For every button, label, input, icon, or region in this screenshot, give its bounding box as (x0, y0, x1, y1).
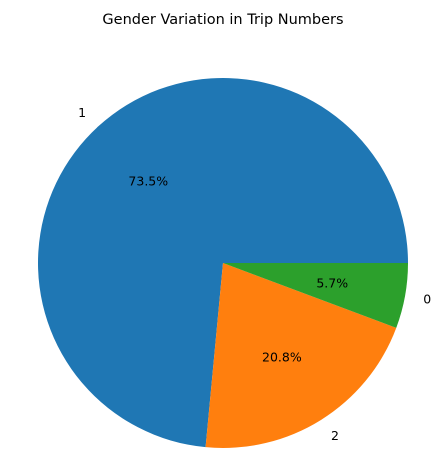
slice-pct-0: 5.7% (316, 275, 348, 290)
pie-slice-0 (223, 263, 408, 328)
slice-pct-2: 20.8% (262, 350, 302, 365)
pie-slice-1 (38, 77, 409, 448)
pie-slice-2 (205, 263, 397, 448)
pie-slices (38, 77, 409, 448)
slice-pct-1: 73.5% (128, 173, 168, 188)
pie-labels: 1 73.5% 2 20.8% 0 5.7% (78, 105, 431, 443)
slice-label-1: 1 (78, 105, 86, 120)
slice-label-2: 2 (331, 428, 339, 443)
chart-title: Gender Variation in Trip Numbers (102, 12, 343, 28)
slice-label-0: 0 (423, 292, 431, 307)
